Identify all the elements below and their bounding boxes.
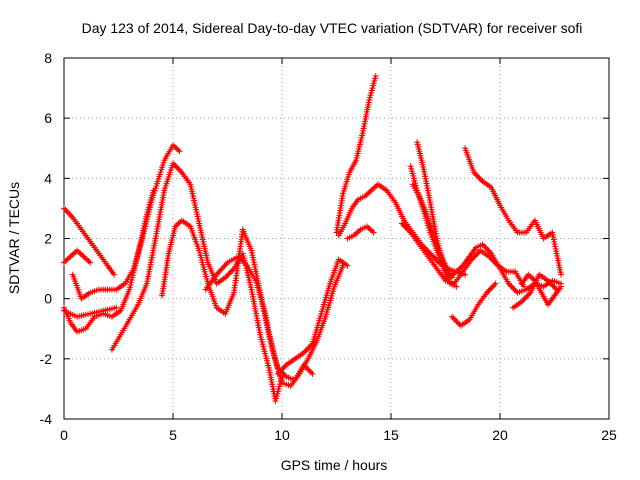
y-tick-label: 4 [44,170,52,186]
x-tick-label: 15 [383,427,399,443]
series-markers [518,271,565,308]
data-point [558,283,565,290]
data-point [462,271,469,278]
series-markers [61,205,118,278]
data-point [87,259,94,266]
series-track-18 [449,280,499,329]
series-markers [449,280,499,329]
series-track-16 [407,163,460,290]
series-markers [335,181,469,278]
x-tick-label: 0 [60,427,68,443]
y-tick-label: 8 [44,50,52,66]
series-track-8 [202,253,347,389]
series-markers [344,223,377,242]
data-point [372,73,379,80]
series-markers [462,145,565,278]
series-markers [202,253,347,389]
x-tick-label: 10 [274,427,290,443]
series-track-4 [61,187,157,335]
series-line [161,219,314,381]
series-track-14 [414,139,565,296]
series-markers [61,187,157,335]
data-point [176,148,183,155]
series-track-1 [61,205,118,278]
x-tick-label: 20 [492,427,508,443]
y-tick-label: 0 [44,291,52,307]
series-line [464,147,563,276]
series-markers [414,139,565,296]
data-point [113,304,120,311]
chart-title: Day 123 of 2014, Sidereal Day-to-day VTE… [82,20,583,36]
series-track-7 [159,217,316,383]
series-track-11 [335,181,469,278]
series-markers [108,160,285,404]
series-markers [333,73,379,236]
data-point [150,187,157,194]
series-track-6 [108,160,285,404]
series-line [71,144,181,300]
x-tick-label: 5 [169,427,177,443]
series-track-20 [518,271,565,308]
y-axis-label: SDTVAR / TECUs [6,182,22,294]
y-tick-label: -2 [40,351,53,367]
series-markers [61,247,94,266]
y-tick-label: -4 [40,411,53,427]
series-markers [61,304,120,320]
ticks-layer: 0 5 10 15 20 25 -4 -2 0 2 4 6 8 [40,50,617,443]
series-markers [407,163,460,290]
y-tick-label: 2 [44,231,52,247]
series-markers [274,256,351,377]
series-markers [409,181,456,281]
data-point [453,283,460,290]
data-point [558,271,565,278]
series-markers [159,217,316,383]
series-track-19 [510,271,560,311]
data-point [344,262,351,269]
grid-layer [64,58,609,419]
x-tick-label: 25 [601,427,617,443]
series-track-10 [333,73,379,236]
x-axis-label: GPS time / hours [281,457,388,473]
y-tick-label: 6 [44,110,52,126]
series-layer [61,73,565,404]
series-track-12 [344,223,377,242]
series-track-5 [61,304,120,320]
data-point [492,280,499,287]
data-point [111,271,118,278]
series-line [62,189,155,333]
series-track-15 [409,181,456,281]
series-track-17 [462,145,565,278]
series-track-2 [61,247,94,266]
series-track-9 [274,256,351,377]
data-point [309,370,316,377]
data-point [370,229,377,236]
series-line [276,258,349,375]
